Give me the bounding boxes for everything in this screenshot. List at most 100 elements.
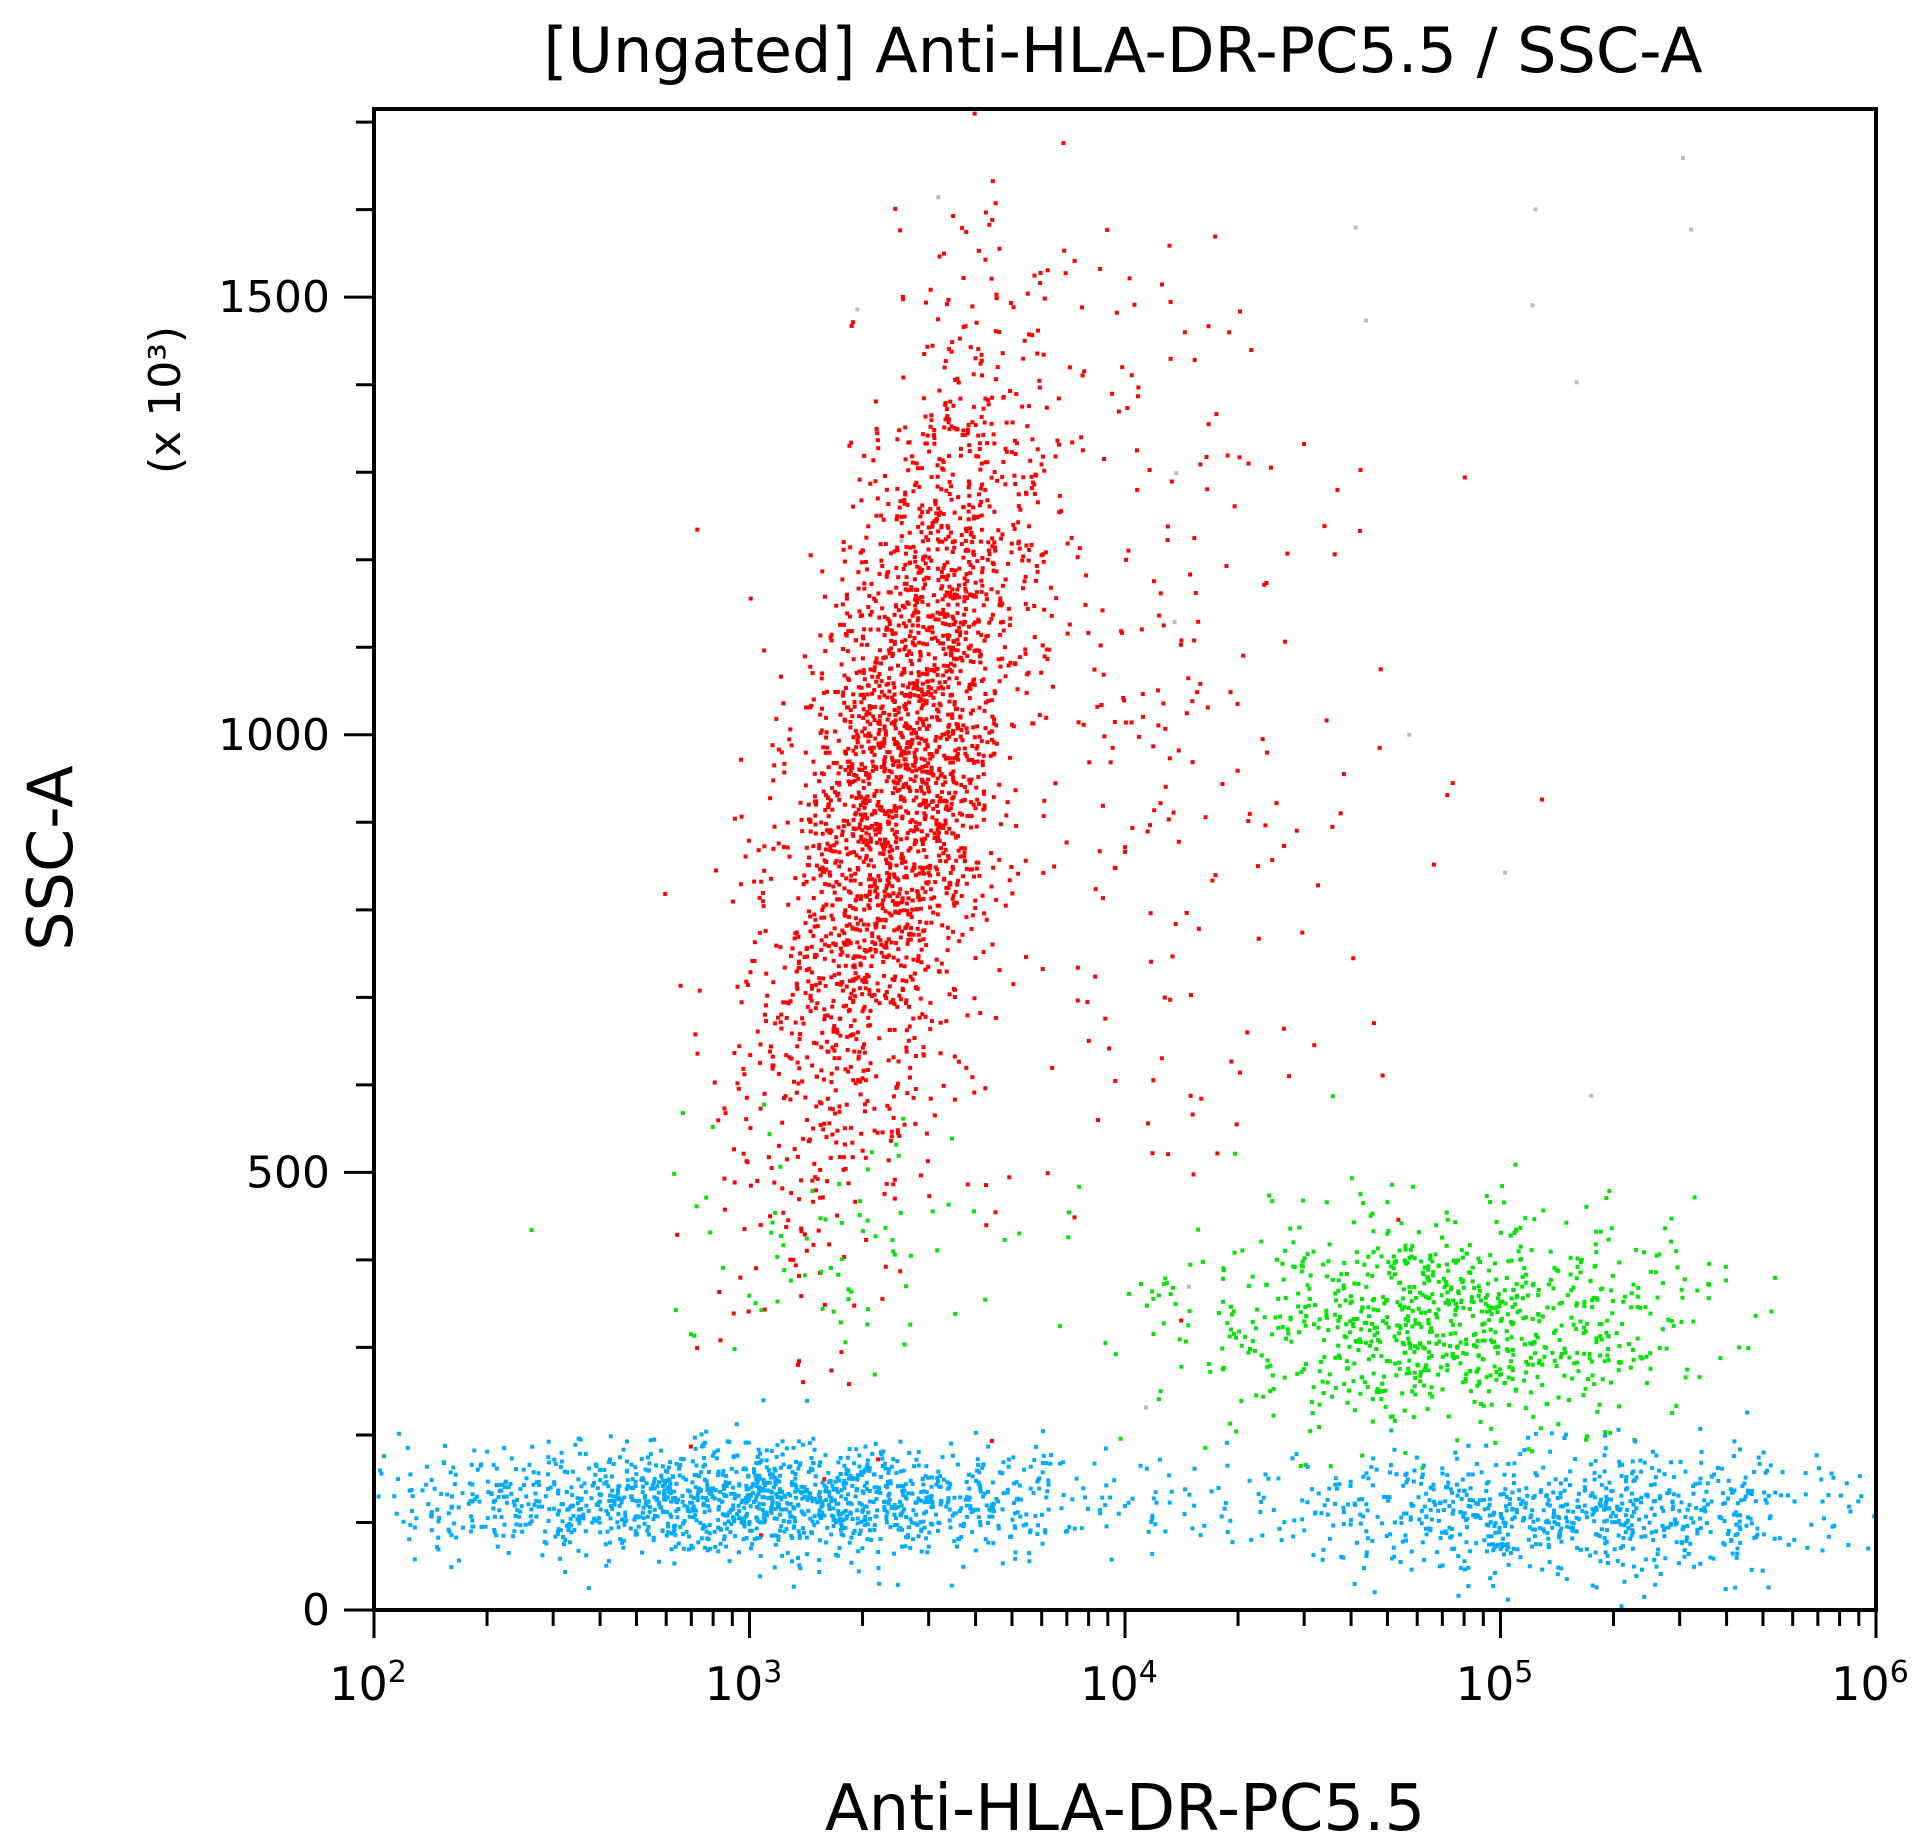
data-point	[943, 818, 948, 823]
data-point	[895, 894, 900, 899]
data-point	[680, 1493, 685, 1498]
data-point	[929, 765, 934, 770]
data-point	[1391, 1266, 1396, 1271]
data-point	[942, 365, 947, 370]
data-point	[987, 504, 992, 509]
data-point	[691, 1504, 696, 1509]
data-point	[1355, 1259, 1360, 1264]
data-point	[859, 744, 864, 749]
data-point	[1341, 1286, 1346, 1291]
data-point	[857, 826, 862, 831]
data-point	[983, 1086, 988, 1091]
data-point	[1325, 1274, 1330, 1279]
data-point	[991, 1509, 996, 1514]
data-point	[940, 799, 945, 804]
data-point	[787, 737, 792, 742]
data-point	[808, 705, 813, 710]
data-point	[976, 617, 981, 622]
data-point	[1344, 1322, 1349, 1327]
data-point	[961, 428, 966, 433]
data-point	[1389, 1264, 1394, 1269]
data-point	[963, 607, 968, 612]
data-point	[828, 873, 833, 878]
data-point	[926, 1475, 931, 1480]
data-point	[1166, 1152, 1171, 1157]
data-point	[1326, 1259, 1331, 1264]
data-point	[824, 1498, 829, 1503]
data-point	[874, 1074, 879, 1079]
data-point	[930, 524, 935, 529]
data-point	[817, 1463, 822, 1468]
data-point	[989, 276, 994, 281]
data-point	[1505, 1337, 1510, 1342]
data-point	[1169, 479, 1174, 484]
data-point	[875, 981, 880, 986]
data-point	[1032, 635, 1037, 640]
data-point	[795, 1362, 800, 1367]
data-point	[970, 708, 975, 713]
data-point	[808, 829, 813, 834]
data-point	[1444, 1243, 1449, 1248]
data-point	[1407, 1285, 1412, 1290]
data-point	[864, 712, 869, 717]
data-point	[909, 587, 914, 592]
data-point	[985, 1520, 990, 1525]
data-point	[1203, 815, 1208, 820]
data-point	[735, 1512, 740, 1517]
data-point	[825, 1179, 830, 1184]
data-point	[769, 1475, 774, 1480]
data-point	[941, 673, 946, 678]
data-point	[556, 1488, 561, 1493]
data-point	[1606, 1347, 1611, 1352]
data-point	[1221, 1276, 1226, 1281]
data-point	[731, 1311, 736, 1316]
data-point	[878, 745, 883, 750]
data-point	[913, 603, 918, 608]
data-point	[853, 871, 858, 876]
data-point	[864, 831, 869, 836]
data-point	[753, 1473, 758, 1478]
data-point	[913, 608, 918, 613]
data-point	[1149, 959, 1154, 964]
data-point	[898, 794, 903, 799]
data-point	[1584, 1204, 1589, 1209]
data-point	[859, 834, 864, 839]
data-point	[1027, 1559, 1032, 1564]
data-point	[802, 1485, 807, 1490]
data-point	[775, 1254, 780, 1259]
data-point	[1285, 1327, 1290, 1332]
data-point	[1208, 1369, 1213, 1374]
data-point	[1564, 1220, 1569, 1225]
data-point	[954, 900, 959, 905]
data-point	[988, 753, 993, 758]
data-point	[1445, 1262, 1450, 1267]
data-point	[1405, 1314, 1410, 1319]
data-point	[1363, 1340, 1368, 1345]
data-point	[856, 1077, 861, 1082]
data-point	[1271, 1413, 1276, 1418]
data-point	[954, 629, 959, 634]
data-point	[862, 1523, 867, 1528]
data-point	[1016, 504, 1021, 509]
data-point	[1302, 442, 1307, 447]
data-point	[436, 1535, 441, 1540]
data-point	[1125, 406, 1130, 411]
data-point	[774, 1478, 779, 1483]
data-point	[986, 548, 991, 553]
data-point	[782, 1268, 787, 1273]
data-point	[1037, 713, 1042, 718]
data-point	[1494, 1370, 1499, 1375]
data-point	[873, 1234, 878, 1239]
data-point	[1317, 1425, 1322, 1430]
data-point	[845, 1034, 850, 1039]
data-point	[946, 856, 951, 861]
data-point	[869, 745, 874, 750]
data-point	[912, 862, 917, 867]
data-point	[965, 427, 970, 432]
data-point	[572, 1528, 577, 1533]
data-point	[1014, 392, 1019, 397]
data-point	[1214, 412, 1219, 417]
data-point	[1032, 482, 1037, 487]
data-point	[1405, 1330, 1410, 1335]
data-point	[900, 1510, 905, 1515]
